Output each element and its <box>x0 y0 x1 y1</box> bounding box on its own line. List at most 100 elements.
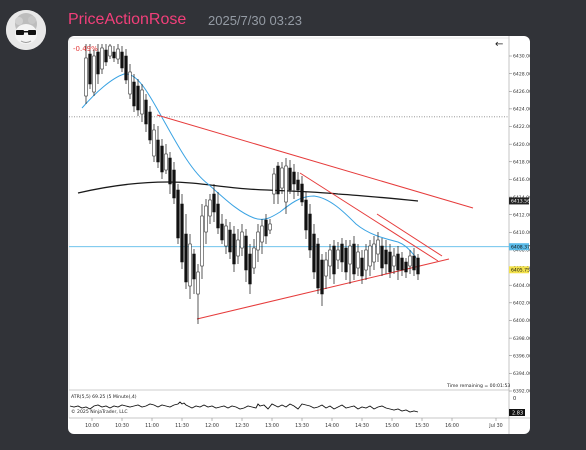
y-tick-label: 6410.00 <box>513 230 530 236</box>
trendline-inner <box>299 172 439 262</box>
candle <box>316 238 320 294</box>
candle-body <box>288 167 292 191</box>
candle-body <box>400 257 404 271</box>
indicator-value-box <box>509 409 525 416</box>
y-tick-label: 6430.00 <box>513 54 530 60</box>
candle-body <box>264 219 268 237</box>
y-tick-label: 6398.00 <box>513 336 530 342</box>
candle-body <box>252 247 256 269</box>
candle-body <box>152 129 156 157</box>
candle-body <box>128 71 132 95</box>
candle-body <box>120 51 124 69</box>
candle <box>340 238 344 272</box>
candle-body <box>188 243 192 287</box>
y-tick-label: 6404.00 <box>513 283 530 289</box>
x-tick-label: 10:00 <box>85 423 99 429</box>
candle <box>216 192 220 234</box>
candle <box>220 214 224 244</box>
y-tick-label: 6400.00 <box>513 318 530 324</box>
candle-body <box>316 243 320 289</box>
candle-body <box>108 45 112 57</box>
price-labels: 6413.56 6408.37 6405.75 <box>509 197 530 273</box>
candle-body <box>200 215 204 267</box>
candle-body <box>388 251 392 273</box>
candle <box>184 214 188 289</box>
candle-body <box>300 183 304 203</box>
candle <box>200 204 204 279</box>
candle <box>380 238 384 276</box>
candle-body <box>244 235 248 271</box>
candle <box>92 49 96 96</box>
candle <box>312 224 316 279</box>
candle <box>172 162 176 204</box>
candle <box>280 162 284 194</box>
chart-image[interactable]: 6430.00 6428.00 6426.00 6424.00 6422.00 6420.… <box>68 36 530 434</box>
x-tick-label: 10:30 <box>115 423 129 429</box>
back-arrow-icon[interactable]: ← <box>495 39 503 50</box>
candle-body <box>412 255 416 271</box>
candle <box>256 224 260 262</box>
candle <box>244 229 248 282</box>
candle-body <box>260 225 264 243</box>
candle <box>332 240 336 284</box>
y-tick-label: 6420.00 <box>513 142 530 148</box>
candle <box>388 244 392 278</box>
candle-body <box>352 243 356 275</box>
candle-body <box>124 55 128 81</box>
candle-body <box>228 229 232 253</box>
candle <box>100 44 104 74</box>
price-label-text: 6413.56 <box>511 199 530 205</box>
candle <box>288 160 292 194</box>
candle-body <box>192 253 196 280</box>
candle <box>364 244 368 280</box>
x-tick-label: 13:30 <box>295 423 309 429</box>
username[interactable]: PriceActionRose <box>68 11 187 28</box>
candle <box>96 44 100 84</box>
candle-body <box>100 47 104 70</box>
y-tick-label: 6392.00 <box>513 389 530 395</box>
timestamp: 2025/7/30 03:23 <box>208 13 302 28</box>
y-tick-label: 6418.00 <box>513 159 530 165</box>
price-label-text: 6405.75 <box>511 267 530 273</box>
candle <box>284 158 288 214</box>
candle <box>140 84 144 122</box>
candle-body <box>168 157 172 185</box>
candle-body <box>172 169 176 199</box>
candle-body <box>276 165 280 195</box>
candle-body <box>144 99 148 125</box>
candle <box>336 242 340 269</box>
indicator-tick-bottom: 2.83 <box>512 411 523 417</box>
x-tick-label: 13:00 <box>265 423 279 429</box>
pct-change-label: -0.49% <box>73 45 98 53</box>
candle-body <box>224 225 228 247</box>
candle <box>416 254 420 280</box>
candle-body <box>148 111 152 141</box>
candle-body <box>248 253 252 285</box>
candle-body <box>292 171 296 185</box>
candle-body <box>360 257 364 277</box>
candle <box>160 139 164 179</box>
candle <box>372 236 376 270</box>
candle-body <box>256 231 260 251</box>
indicator-tick-top: 0 <box>513 396 516 402</box>
candle-body <box>180 203 184 263</box>
candle-body <box>236 239 240 257</box>
copyright: © 2025 NinjaTrader, LLC <box>71 408 128 415</box>
candle <box>240 224 244 256</box>
candle-body <box>396 253 400 271</box>
price-label-box <box>509 197 529 205</box>
moving-average-fast <box>81 73 417 259</box>
candle <box>168 152 172 194</box>
candle-body <box>336 249 340 261</box>
x-tick-label: 12:00 <box>205 423 219 429</box>
candle <box>368 240 372 276</box>
candle <box>116 44 120 64</box>
candle-body <box>112 51 116 59</box>
candle <box>164 144 168 174</box>
candle-body <box>284 165 288 203</box>
indicator-label: ATR(5,5) 69.25 (5 Minute),4) <box>71 394 137 400</box>
avatar[interactable] <box>6 10 46 50</box>
candle-body <box>232 233 236 265</box>
candle <box>376 232 380 262</box>
candle <box>404 258 408 278</box>
